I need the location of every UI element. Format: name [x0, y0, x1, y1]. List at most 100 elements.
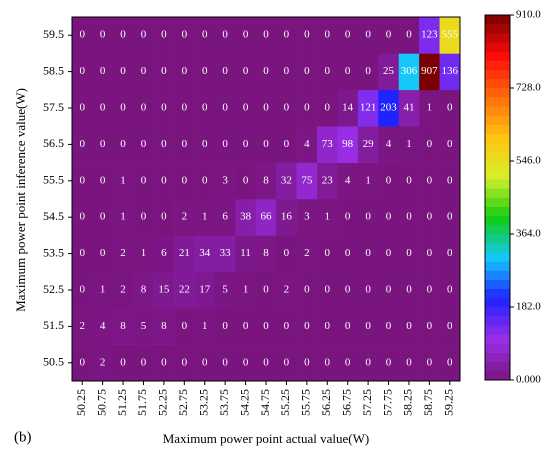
cell-label: 0 — [284, 65, 290, 77]
heatmap-cell — [153, 271, 175, 309]
heatmap-cell — [235, 199, 257, 236]
heatmap-cell — [194, 89, 216, 127]
cell-label: 0 — [182, 174, 188, 186]
x-tick-label: 53.25 — [196, 389, 210, 416]
heatmap-cell — [153, 89, 175, 127]
cell-label: 907 — [421, 65, 438, 77]
cell-label: 0 — [406, 247, 412, 259]
heatmap-cell — [133, 89, 154, 127]
cell-label: 0 — [365, 247, 371, 259]
heatmap-cell — [317, 235, 338, 273]
heatmap-cell — [235, 344, 257, 382]
cell-label: 0 — [202, 138, 208, 150]
heatmap-cell — [419, 17, 440, 54]
cell-label: 0 — [427, 174, 433, 186]
colorbar-step — [485, 161, 510, 171]
heatmap-cell — [317, 89, 338, 127]
colorbar-step — [485, 24, 510, 34]
y-tick-label: 59.5 — [43, 27, 64, 41]
cell-label: 0 — [284, 247, 290, 259]
cell-label: 8 — [263, 247, 269, 259]
heatmap-cell — [153, 199, 175, 236]
heatmap-cell — [153, 53, 175, 91]
x-tick-label: 52.75 — [176, 389, 190, 416]
cell-label: 0 — [120, 138, 126, 150]
heatmap-cell — [337, 162, 359, 200]
x-tick-label: 54.25 — [237, 389, 251, 416]
colorbar-step — [485, 78, 510, 89]
colorbar-step — [485, 224, 510, 235]
heatmap-cell — [439, 344, 461, 382]
heatmap-cell — [296, 308, 318, 345]
cell-label: 2 — [100, 356, 106, 368]
cell-label: 4 — [100, 320, 106, 332]
cell-label: 8 — [263, 174, 269, 186]
cell-label: 0 — [304, 29, 310, 41]
colorbar-frame — [484, 14, 511, 381]
cell-label: 0 — [161, 29, 167, 41]
heatmap-cell — [378, 199, 400, 236]
cell-label: 0 — [447, 320, 453, 332]
heatmap-cell — [112, 308, 134, 345]
colorbar-tick-label: 910.0 — [516, 9, 541, 21]
cell-label: 0 — [141, 211, 147, 223]
cell-label: 5 — [141, 320, 147, 332]
cell-label: 6 — [161, 247, 167, 259]
cell-label: 0 — [182, 29, 188, 41]
cell-label: 306 — [401, 65, 418, 77]
cell-label: 0 — [427, 284, 433, 296]
x-tick-label: 50.75 — [94, 389, 108, 416]
colorbar-step — [485, 325, 510, 335]
cell-label: 3 — [222, 174, 228, 186]
heatmap-cell — [439, 162, 461, 200]
colorbar-step — [485, 88, 510, 98]
heatmap-cell — [72, 199, 93, 236]
heatmap-cell — [419, 308, 440, 345]
cell-label: 0 — [386, 247, 392, 259]
heatmap-cell — [92, 308, 114, 345]
cell-label: 0 — [386, 284, 392, 296]
cell-label: 0 — [427, 320, 433, 332]
cell-label: 0 — [141, 29, 147, 41]
heatmap-cell — [214, 199, 236, 236]
heatmap-cell — [378, 308, 400, 345]
cell-label: 0 — [447, 211, 453, 223]
cell-label: 0 — [365, 211, 371, 223]
cell-label: 0 — [243, 174, 249, 186]
cell-label: 0 — [304, 102, 310, 114]
heatmap-cell — [214, 235, 236, 273]
cell-label: 0 — [141, 65, 147, 77]
x-tick-label: 56.25 — [319, 389, 333, 416]
heatmap-cell — [255, 199, 277, 236]
cell-label: 38 — [240, 211, 252, 223]
cell-label: 1 — [202, 211, 208, 223]
heatmap-cell — [112, 344, 134, 382]
cell-label: 4 — [345, 174, 351, 186]
heatmap-cell — [378, 235, 400, 273]
heatmap-cell — [133, 126, 154, 163]
heatmap-cell — [153, 235, 175, 273]
cell-label: 0 — [365, 356, 371, 368]
heatmap-cell — [153, 162, 175, 200]
cell-label: 0 — [100, 138, 106, 150]
cell-label: 0 — [447, 174, 453, 186]
cell-label: 0 — [243, 138, 249, 150]
cell-label: 0 — [243, 356, 249, 368]
cell-label: 0 — [345, 284, 351, 296]
cell-label: 0 — [427, 211, 433, 223]
cell-label: 0 — [447, 356, 453, 368]
heatmap-cell — [357, 199, 379, 236]
cell-label: 0 — [120, 356, 126, 368]
x-axis-title: Maximum power point actual value(W) — [163, 431, 370, 446]
cell-label: 6 — [222, 211, 228, 223]
heatmap-cell — [112, 17, 134, 54]
colorbar-step — [485, 206, 510, 217]
heatmap-cell — [174, 89, 195, 127]
y-axis-title: Maximum power point inference value(W) — [13, 88, 28, 312]
heatmap-cell — [214, 308, 236, 345]
colorbar-step — [485, 352, 510, 363]
heatmap-cell — [194, 162, 216, 200]
colorbar-step — [485, 297, 510, 308]
heatmap-cell — [419, 235, 440, 273]
cell-label: 0 — [386, 356, 392, 368]
